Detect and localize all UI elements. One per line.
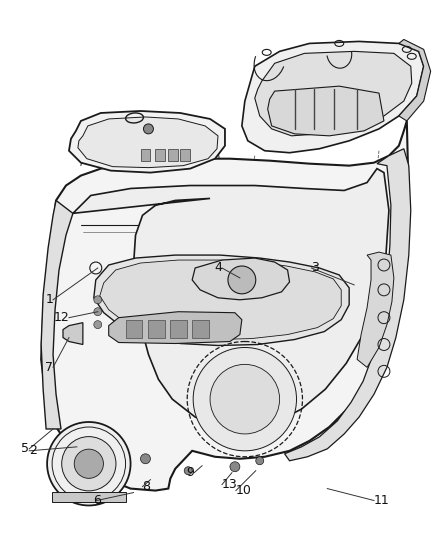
Text: 12: 12 xyxy=(53,311,69,324)
Text: 4: 4 xyxy=(214,262,222,274)
Polygon shape xyxy=(285,149,411,461)
Polygon shape xyxy=(41,121,409,490)
Polygon shape xyxy=(170,320,187,337)
Circle shape xyxy=(47,422,131,505)
Polygon shape xyxy=(109,312,242,343)
Polygon shape xyxy=(357,252,394,367)
Circle shape xyxy=(141,454,150,464)
Polygon shape xyxy=(52,491,126,502)
Circle shape xyxy=(144,124,153,134)
Polygon shape xyxy=(155,149,165,160)
Text: 7: 7 xyxy=(45,361,53,374)
Circle shape xyxy=(184,467,192,475)
Polygon shape xyxy=(126,320,142,337)
Circle shape xyxy=(94,296,102,304)
Polygon shape xyxy=(242,42,424,153)
Polygon shape xyxy=(168,149,178,160)
Polygon shape xyxy=(148,320,165,337)
Polygon shape xyxy=(69,111,225,173)
Circle shape xyxy=(62,437,116,491)
Text: 13: 13 xyxy=(222,478,238,491)
Polygon shape xyxy=(63,322,83,344)
Circle shape xyxy=(228,266,256,294)
Polygon shape xyxy=(255,51,412,136)
Polygon shape xyxy=(192,258,290,300)
Polygon shape xyxy=(41,200,73,429)
Text: 10: 10 xyxy=(236,484,252,497)
Text: 9: 9 xyxy=(186,466,194,479)
Polygon shape xyxy=(180,149,190,160)
Circle shape xyxy=(94,321,102,329)
Text: 8: 8 xyxy=(142,480,151,493)
Polygon shape xyxy=(192,320,209,337)
Polygon shape xyxy=(100,260,341,340)
Text: 2: 2 xyxy=(29,445,37,457)
Circle shape xyxy=(256,457,264,465)
Circle shape xyxy=(193,348,297,451)
Circle shape xyxy=(94,308,102,316)
Polygon shape xyxy=(268,86,384,136)
Text: 11: 11 xyxy=(374,494,390,507)
Polygon shape xyxy=(73,168,389,429)
Text: 5: 5 xyxy=(21,442,29,455)
Polygon shape xyxy=(399,39,431,121)
Circle shape xyxy=(230,462,240,472)
Circle shape xyxy=(210,365,279,434)
Polygon shape xyxy=(94,255,349,345)
Polygon shape xyxy=(78,117,218,168)
Text: 1: 1 xyxy=(45,293,53,306)
Polygon shape xyxy=(141,149,150,160)
Circle shape xyxy=(74,449,103,478)
Text: 3: 3 xyxy=(311,262,319,274)
Text: 6: 6 xyxy=(93,494,101,507)
